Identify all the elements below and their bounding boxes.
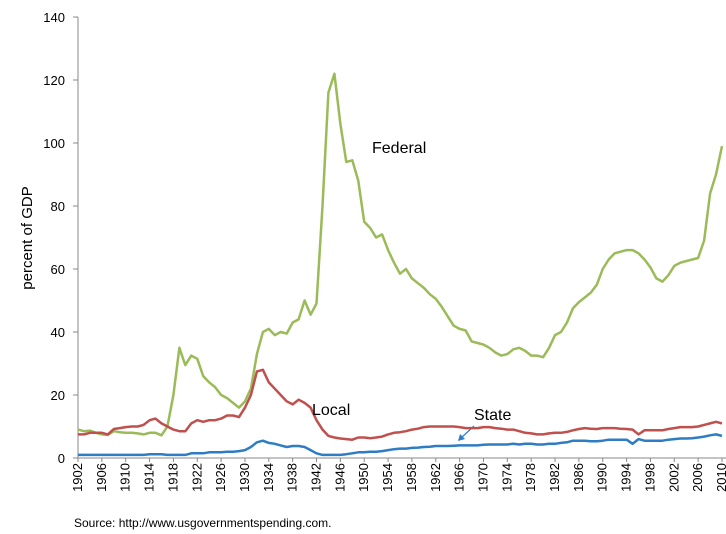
- y-tick-label: 80: [51, 199, 65, 214]
- x-tick-label: 1994: [619, 463, 634, 492]
- x-tick-label: 1934: [261, 463, 276, 492]
- source-note: Source: http://www.usgovernmentspending.…: [74, 516, 331, 530]
- annotation-arrowhead: [458, 434, 465, 441]
- x-tick-label: 1962: [428, 463, 443, 492]
- x-tick-label: 1922: [189, 463, 204, 492]
- x-tick-label: 1910: [118, 463, 133, 492]
- x-tick-label: 1906: [94, 463, 109, 492]
- x-tick-label: 1926: [213, 463, 228, 492]
- x-tick-label: 1954: [380, 463, 395, 492]
- x-tick-label: 2002: [666, 463, 681, 492]
- x-tick-label: 2010: [714, 463, 726, 492]
- series-label: State: [474, 407, 511, 424]
- y-axis-label: percent of GDP: [19, 186, 36, 289]
- x-tick-label: 1982: [547, 463, 562, 492]
- y-tick-label: 140: [43, 10, 65, 25]
- series-label: Local: [312, 402, 350, 419]
- x-tick-label: 1950: [356, 463, 371, 492]
- y-tick-label: 60: [51, 262, 65, 277]
- x-tick-label: 1986: [571, 463, 586, 492]
- x-tick-label: 1958: [404, 463, 419, 492]
- y-tick-label: 120: [43, 73, 65, 88]
- x-tick-label: 1998: [642, 463, 657, 492]
- x-tick-label: 1946: [332, 463, 347, 492]
- x-tick-label: 1930: [237, 463, 252, 492]
- x-tick-label: 1990: [595, 463, 610, 492]
- x-tick-label: 1918: [165, 463, 180, 492]
- x-tick-label: 1978: [523, 463, 538, 492]
- series-label: Federal: [372, 140, 426, 157]
- series-line: [78, 368, 723, 441]
- x-tick-label: 1974: [499, 463, 514, 492]
- y-tick-label: 40: [51, 325, 65, 340]
- y-tick-label: 100: [43, 136, 65, 151]
- series-line: [77, 72, 724, 437]
- y-tick-label: 0: [58, 451, 65, 466]
- y-tick-label: 20: [51, 388, 65, 403]
- x-tick-label: 1914: [142, 463, 157, 492]
- x-tick-label: 1942: [309, 463, 324, 492]
- x-tick-label: 2006: [690, 463, 705, 492]
- x-tick-label: 1966: [452, 463, 467, 492]
- series-line: [78, 433, 723, 457]
- x-tick-label: 1970: [475, 463, 490, 492]
- x-tick-label: 1902: [70, 463, 85, 492]
- x-tick-label: 1938: [285, 463, 300, 492]
